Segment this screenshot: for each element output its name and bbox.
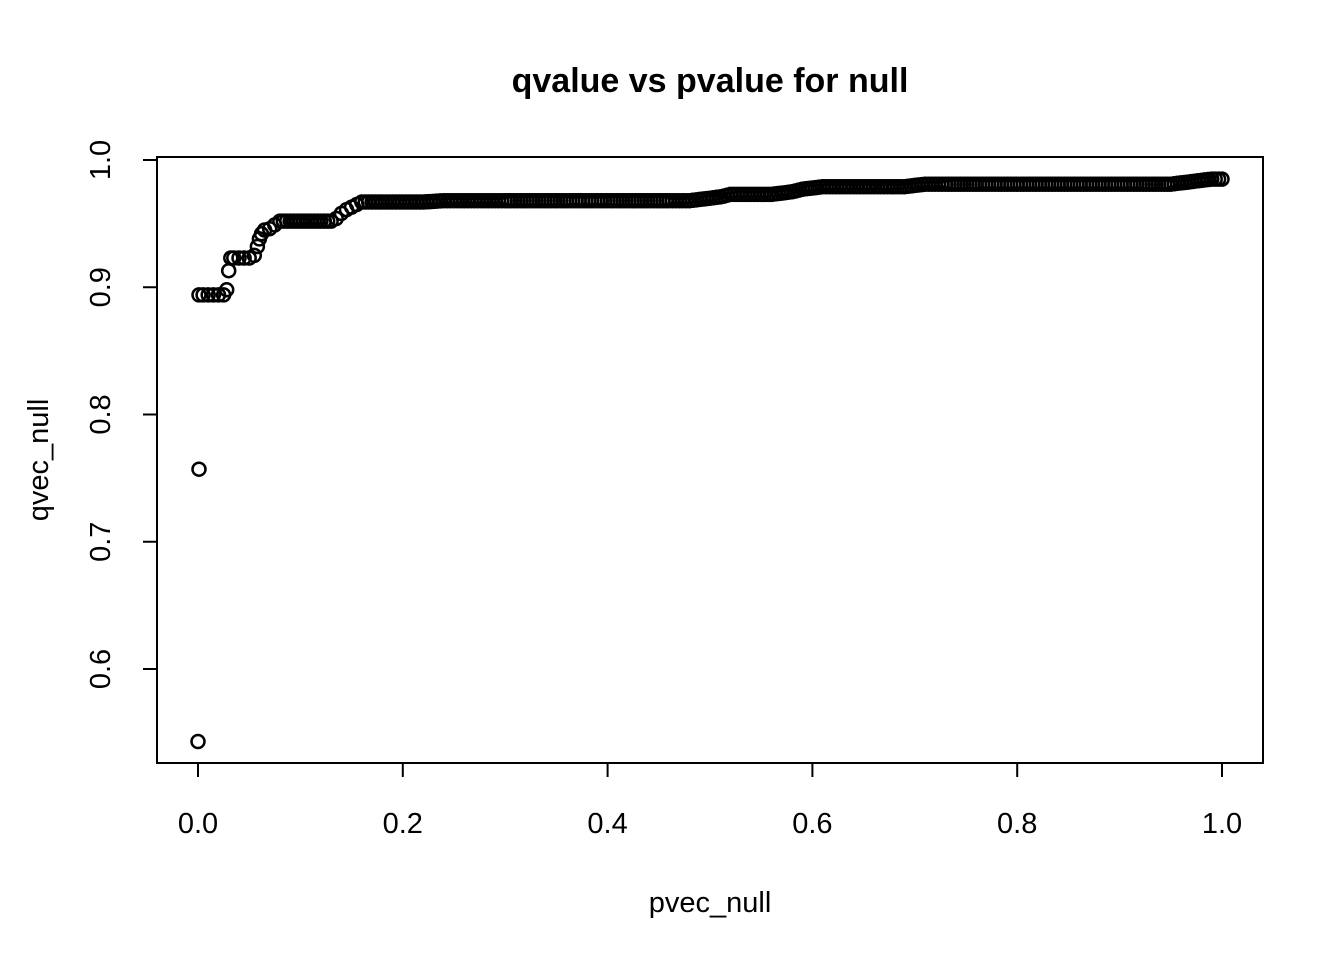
y-tick-label: 1.0 [85, 140, 117, 180]
x-tick-label: 1.0 [1202, 808, 1242, 840]
data-point [236, 250, 252, 266]
data-point [191, 461, 207, 477]
data-point [1214, 171, 1230, 187]
plot-frame [156, 156, 1264, 764]
y-tick-label: 0.7 [85, 522, 117, 562]
y-tick-label: 0.8 [85, 394, 117, 434]
y-axis-label: qvec_null [23, 399, 55, 522]
data-point [200, 287, 216, 303]
x-axis-label: pvec_null [649, 887, 772, 919]
x-tick-label: 0.4 [587, 808, 627, 840]
x-tick-label: 0.2 [383, 808, 423, 840]
data-point [220, 262, 237, 279]
y-tick-label: 0.9 [85, 267, 117, 307]
data-points [190, 171, 1230, 750]
x-tick-label: 0.6 [792, 808, 832, 840]
x-tick-label: 0.8 [997, 808, 1037, 840]
data-point [246, 247, 263, 264]
x-axis: 0.0 0.2 0.4 0.6 0.8 1.0 [178, 763, 1242, 840]
data-point [231, 250, 247, 266]
data-point [190, 733, 206, 750]
data-point [195, 287, 211, 303]
data-point [218, 282, 235, 298]
data-point [226, 250, 242, 266]
data-point [205, 287, 222, 303]
y-axis: 0.6 0.7 0.8 0.9 1.0 [85, 140, 157, 689]
y-tick-label: 0.6 [85, 649, 117, 689]
chart-title: qvalue vs pvalue for null [512, 62, 909, 100]
x-tick-label: 0.0 [178, 808, 218, 840]
